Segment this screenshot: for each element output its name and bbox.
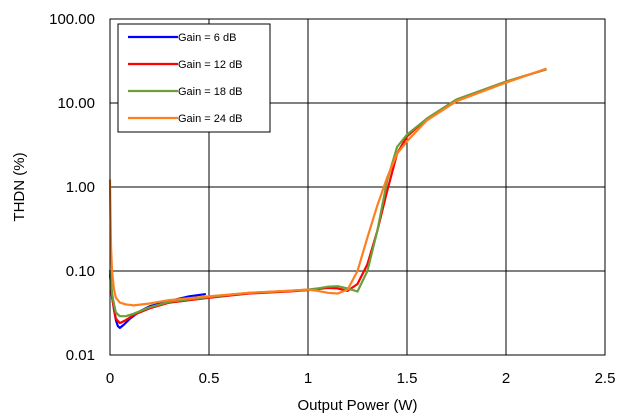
series-line-3 (108, 68, 547, 318)
y-tick-labels: 0.01 0.10 1.00 10.00 100.00 (49, 11, 95, 364)
series-lines (108, 67, 547, 329)
x-tick-label: 0 (106, 370, 114, 387)
series-line-4 (108, 67, 547, 307)
legend-label: Gain = 12 dB (178, 59, 243, 71)
legend: Gain = 6 dB Gain = 12 dB Gain = 18 dB Gain … (117, 23, 271, 133)
legend-label: Gain = 6 dB (178, 32, 236, 44)
x-tick-label: 1 (304, 370, 312, 387)
y-axis-title: THDN (%) (11, 152, 28, 221)
legend-label: Gain = 24 dB (178, 113, 243, 125)
legend-label: Gain = 18 dB (178, 86, 243, 98)
y-tick-label: 10.00 (57, 95, 95, 112)
x-axis-title: Output Power (W) (297, 397, 417, 414)
legend-box (117, 23, 271, 133)
x-tick-label: 2 (502, 370, 510, 387)
y-tick-label: 0.10 (66, 263, 95, 280)
y-tick-label: 1.00 (66, 179, 95, 196)
plot-border (109, 18, 606, 356)
x-tick-label: 2.5 (595, 370, 616, 387)
y-tick-label: 100.00 (49, 11, 95, 28)
x-tick-label: 1.5 (397, 370, 418, 387)
x-tick-label: 0.5 (199, 370, 220, 387)
y-tick-label: 0.01 (66, 347, 95, 364)
x-tick-labels: 0 0.5 1 1.5 2 2.5 (106, 370, 616, 387)
